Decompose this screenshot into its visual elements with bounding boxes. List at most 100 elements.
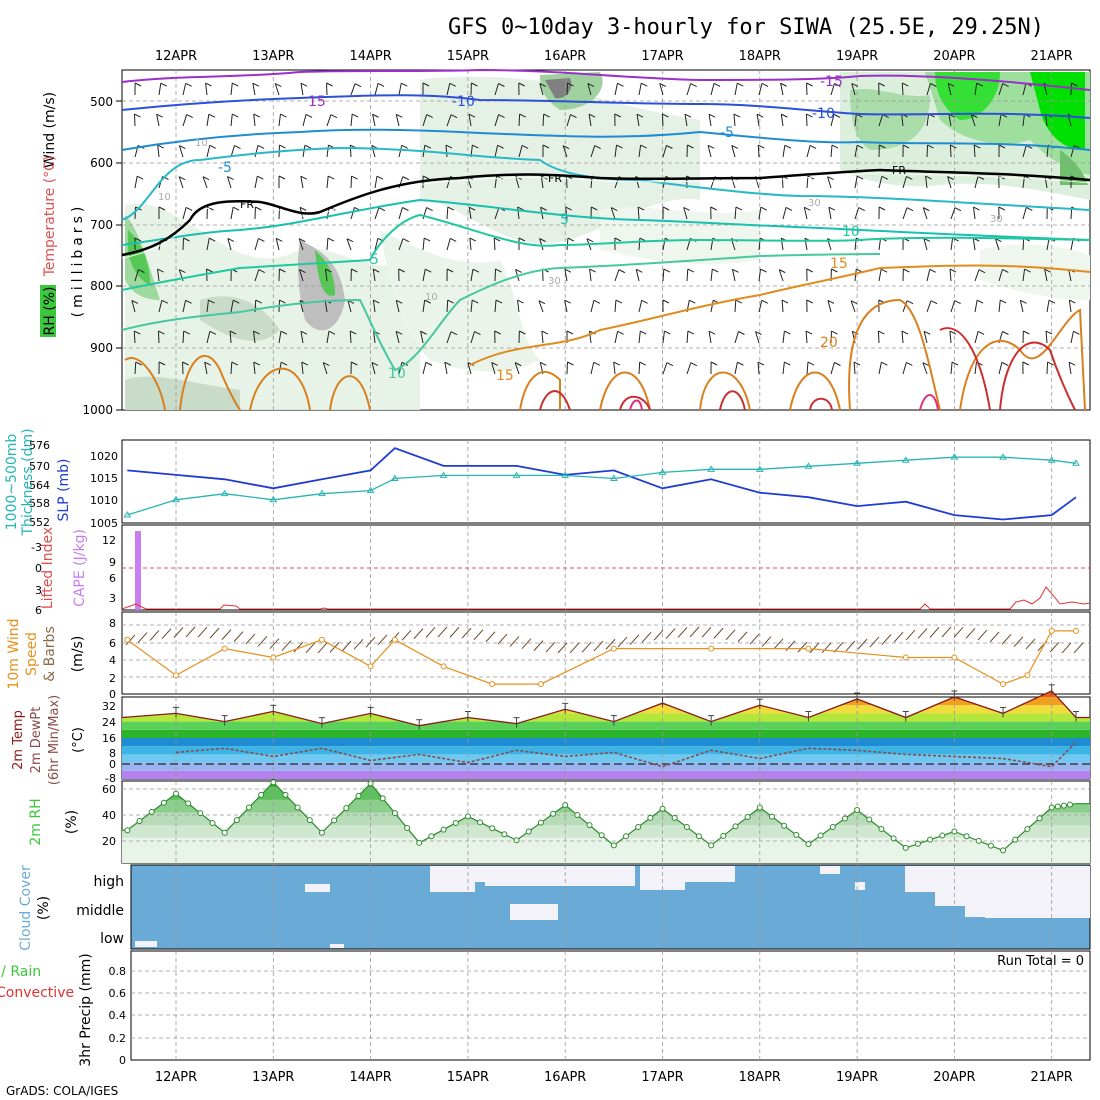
wind-ylabel-4: (m/s) — [70, 636, 86, 673]
rh-marker — [124, 827, 131, 834]
thickness-marker — [366, 486, 375, 494]
temp-tick: -8 — [105, 772, 116, 785]
rh-marker — [635, 824, 642, 831]
contour-label: 15 — [496, 368, 514, 384]
rh-marker — [1054, 803, 1061, 810]
rh-marker — [1024, 825, 1031, 832]
wind-speed-marker — [391, 636, 398, 643]
cloud-clear-block — [1082, 866, 1090, 888]
contour-label: -10 — [812, 106, 835, 122]
rh-marker — [720, 832, 727, 839]
rh-marker — [1000, 847, 1007, 854]
wind-tick: 4 — [109, 654, 116, 667]
li-tick: 6 — [35, 604, 42, 617]
rh-marker — [294, 804, 301, 811]
cloud-clear-block — [485, 866, 635, 886]
thickness-marker — [804, 462, 813, 469]
top-date-label: 20APR — [933, 49, 975, 64]
rh-marker — [343, 805, 350, 812]
wind-speed-markers — [124, 627, 1080, 688]
rh-marker — [148, 808, 155, 815]
rh-marker — [781, 822, 788, 829]
rh-marker — [489, 825, 496, 832]
rh-marker — [854, 807, 861, 814]
cloud-level-middle: middle — [76, 903, 124, 919]
thickness-marker — [123, 510, 132, 518]
pressure-tick: 600 — [90, 156, 113, 170]
temperature-contours — [121, 68, 1091, 411]
precip-tick: 0.8 — [109, 965, 127, 978]
rh-marker — [270, 779, 277, 786]
rh-marker — [975, 837, 982, 844]
rh-marker — [683, 824, 690, 831]
precip-label-total: Total / Rain — [0, 964, 41, 980]
wind-ylabel-1: 10m Wind — [6, 618, 22, 689]
temp-tick: 16 — [102, 732, 116, 745]
top-date-label: 17APR — [641, 49, 683, 64]
wind-speed-marker — [318, 636, 325, 643]
thickness-marker — [512, 471, 521, 478]
rh-marker — [890, 835, 897, 842]
thickness-ylabel-2: Thickness (dm) — [20, 428, 36, 536]
rh-tick: 40 — [102, 809, 116, 822]
bottom-date-label: 16APR — [544, 1070, 586, 1085]
thickness-series-line — [127, 456, 1077, 516]
precip-tick: 0.4 — [109, 1009, 127, 1022]
rh-marker — [440, 826, 447, 833]
rh-marker — [574, 812, 581, 819]
cape-tick: 12 — [102, 534, 116, 547]
contour-label: 10 — [425, 292, 438, 303]
wind-speed-marker — [489, 681, 496, 688]
thickness-marker — [658, 468, 667, 475]
cape-li-panel: -3 0 3 6 12 9 6 3 Lifted Index CAPE (J/k… — [31, 524, 1091, 617]
wind-ylabel-2: Speed — [24, 632, 40, 676]
cloud-clear-block — [510, 904, 558, 920]
rh-marker — [1036, 815, 1043, 822]
rh-marker — [245, 804, 252, 811]
rh-marker — [939, 832, 946, 839]
rh-marker — [756, 804, 763, 811]
rh-marker — [550, 810, 557, 817]
thickness-marker — [1047, 456, 1056, 463]
pressure-tick: 1000 — [82, 403, 113, 417]
cloud-clear-block — [855, 882, 865, 890]
cape-ylabel: CAPE (J/kg) — [72, 529, 88, 607]
rh-marker — [537, 819, 544, 826]
upper-ylabel-wind: Wind (m/s) — [42, 92, 58, 168]
cloud-clear-block — [935, 892, 985, 906]
thickness-marker — [707, 465, 716, 472]
bottom-date-label: 17APR — [641, 1070, 683, 1085]
contour-label: 10 — [195, 138, 208, 149]
bottom-date-label: 21APR — [1031, 1070, 1073, 1085]
contour-label: 5 — [370, 252, 379, 268]
temp-ylabel-3: (6hr Min/Max) — [47, 695, 62, 785]
wind-barbs — [131, 82, 1081, 375]
wind-speed-marker — [951, 654, 958, 661]
li-tick: -3 — [31, 541, 42, 554]
thickness-marker — [755, 465, 764, 472]
contour-label: FR — [240, 198, 254, 211]
li-tick: 0 — [35, 562, 42, 575]
cloud-clear-blocks — [135, 866, 1090, 948]
thickness-marker — [609, 474, 618, 481]
contour-label: -10 — [452, 94, 475, 110]
contour-label: 15 — [830, 256, 848, 272]
slp-tick: 1005 — [90, 517, 118, 530]
temp-tick: 0 — [109, 758, 116, 771]
upper-grid — [116, 70, 1090, 411]
rh-marker — [793, 831, 800, 838]
top-date-label: 18APR — [739, 49, 781, 64]
contour-label: -5 — [218, 160, 232, 176]
thickness-marker — [999, 453, 1007, 460]
thickness-marker — [439, 471, 448, 478]
rh-marker — [951, 828, 958, 835]
cloud-cover-panel: high middle low Cloud Cover (%) — [18, 864, 1091, 951]
rh-marker — [927, 836, 934, 843]
wind-speed-marker — [440, 663, 447, 670]
precip-tick: 0.6 — [109, 987, 127, 1000]
dewpoint-line — [175, 741, 1077, 768]
temp-ylabel-2: 2m DewPt — [29, 707, 44, 774]
cloud-clear-block — [305, 884, 330, 892]
thickness-marker — [391, 474, 399, 481]
thickness-marker — [853, 459, 861, 466]
